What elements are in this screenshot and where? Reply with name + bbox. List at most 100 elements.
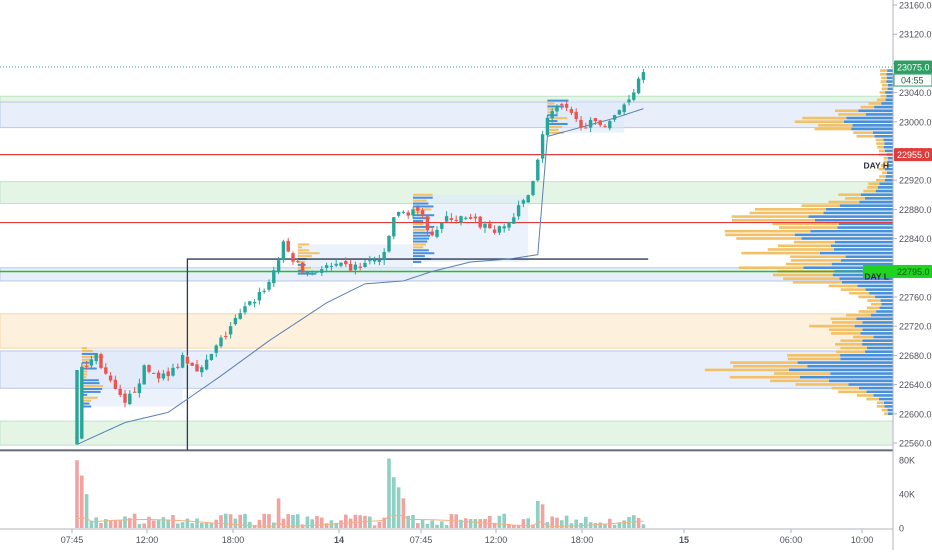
volume-bar	[444, 524, 449, 528]
session-profile-bar	[413, 225, 435, 228]
right-volume-profile	[704, 69, 893, 415]
volume-bar	[137, 524, 142, 528]
volume-profile-layer	[81, 69, 893, 415]
candle-up	[171, 367, 175, 376]
volume-bar	[584, 516, 588, 528]
volume-bar	[132, 513, 137, 528]
profile-bar-blue	[851, 127, 893, 131]
session-profile-bar	[413, 255, 425, 258]
volume-bar	[348, 518, 353, 528]
profile-bar-blue	[797, 361, 893, 364]
volume-bar	[104, 519, 108, 528]
volume-bar	[320, 517, 324, 528]
candle-down	[185, 356, 190, 364]
candle-down	[416, 207, 420, 211]
candle-up	[435, 229, 439, 237]
volume-bar	[200, 523, 204, 528]
candle-down	[468, 217, 473, 219]
time-tick-label: 06:00	[780, 535, 803, 545]
session-profile-bar	[413, 243, 426, 246]
profile-bar-orange	[884, 412, 888, 415]
candle-up	[531, 181, 535, 196]
profile-bar-blue	[794, 233, 893, 237]
candle-down	[296, 261, 300, 263]
profile-bar-blue	[876, 310, 893, 313]
candle-down	[291, 253, 295, 262]
profile-bar-blue	[848, 383, 893, 386]
volume-bar	[147, 516, 151, 528]
volume-bar	[440, 521, 444, 528]
session-profile-bar	[81, 355, 104, 358]
profile-bar-orange	[809, 324, 855, 328]
candle-up	[641, 72, 646, 80]
volume-bar	[416, 523, 420, 528]
profile-bar-blue	[866, 390, 893, 394]
profile-bar-blue	[887, 408, 893, 412]
time-tick-label: 12:00	[485, 535, 508, 545]
volume-bar	[123, 516, 127, 528]
volume-bar	[564, 515, 569, 528]
profile-bar-blue	[833, 248, 893, 251]
profile-bar-orange	[877, 98, 886, 102]
volume-bar	[272, 522, 276, 528]
candle-up	[401, 211, 406, 213]
profile-bar-blue	[870, 313, 893, 317]
profile-bar-orange	[879, 91, 886, 94]
profile-bar-blue	[887, 412, 893, 415]
volume-bar	[152, 520, 156, 528]
candle-up	[387, 236, 391, 252]
profile-bar-orange	[772, 222, 839, 226]
volume-bar	[545, 522, 550, 528]
candle-up	[214, 345, 218, 353]
candle-up	[315, 271, 319, 273]
session-profile-bar	[547, 102, 555, 105]
profile-bar-blue	[808, 215, 893, 218]
profile-bar-blue	[886, 171, 893, 175]
candle-down	[560, 104, 564, 106]
profile-bar-orange	[778, 226, 838, 229]
labels-layer: 23075.0 04:55 22955.0 22795.0 DAY H DAY L	[863, 60, 932, 282]
profile-bar-orange	[741, 251, 820, 255]
volume-bar	[464, 518, 468, 528]
session-profile-bar	[413, 193, 433, 196]
profile-bar-blue	[886, 94, 893, 98]
profile-bar-orange	[870, 302, 882, 306]
candle-up	[536, 159, 540, 181]
candle-up	[272, 270, 276, 284]
profile-bar-blue	[887, 164, 893, 167]
candle-up	[464, 217, 468, 219]
price-tick-label: 23120.0	[899, 30, 932, 40]
last-price-label-bg	[894, 60, 932, 74]
session-profile-bar	[413, 217, 430, 220]
volume-bar	[233, 518, 238, 528]
candle-up	[329, 265, 334, 267]
candle-down	[425, 216, 430, 231]
candle-up	[382, 251, 386, 261]
candle-down	[152, 372, 156, 374]
profile-bar-orange	[773, 372, 831, 375]
candle-up	[257, 292, 262, 301]
volume-bar	[339, 520, 343, 528]
candle-up	[209, 353, 214, 360]
volume-bar	[521, 519, 526, 528]
profile-bar-blue	[814, 218, 893, 222]
candle-up	[363, 262, 367, 268]
volume-bar	[392, 477, 396, 528]
volume-bar	[315, 516, 319, 528]
profile-bar-orange	[879, 175, 886, 178]
profile-bar-orange	[729, 375, 800, 379]
profile-bar-orange	[860, 105, 875, 109]
candles-layer	[75, 68, 646, 445]
volume-bar	[219, 515, 223, 528]
session-profile-bar	[547, 128, 559, 131]
profile-bar-orange	[849, 291, 870, 295]
candle-up	[483, 223, 487, 228]
profile-bar-orange	[835, 343, 863, 346]
volume-bar	[190, 523, 194, 528]
volume-bar	[262, 513, 266, 528]
candle-up	[459, 216, 463, 223]
session-profile-bar	[81, 387, 103, 390]
candle-up	[142, 365, 146, 385]
